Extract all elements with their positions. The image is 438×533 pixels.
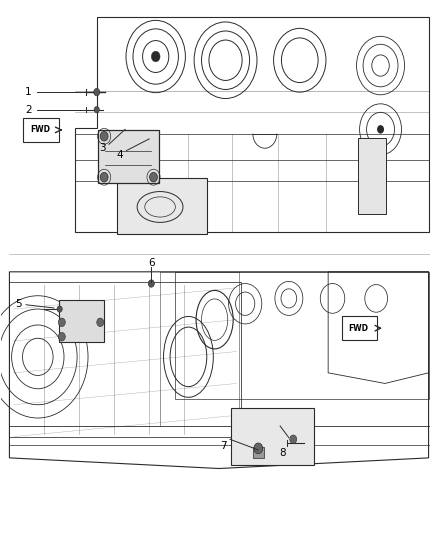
Circle shape (148, 280, 154, 287)
FancyBboxPatch shape (117, 178, 207, 233)
Text: FWD: FWD (348, 324, 368, 333)
Circle shape (94, 88, 100, 96)
Text: FWD: FWD (30, 125, 50, 134)
Circle shape (94, 107, 99, 113)
Text: 5: 5 (15, 298, 21, 309)
Circle shape (100, 172, 108, 182)
Text: 6: 6 (148, 259, 155, 268)
FancyBboxPatch shape (59, 300, 104, 342)
Text: 3: 3 (99, 143, 105, 154)
FancyBboxPatch shape (358, 138, 386, 214)
Circle shape (97, 318, 104, 327)
Circle shape (151, 51, 160, 62)
Text: 2: 2 (25, 104, 32, 115)
Circle shape (100, 132, 108, 141)
Text: 4: 4 (116, 150, 123, 160)
Circle shape (58, 333, 65, 341)
FancyBboxPatch shape (253, 447, 264, 458)
FancyBboxPatch shape (75, 11, 435, 243)
Circle shape (254, 443, 263, 454)
Circle shape (57, 306, 62, 312)
Circle shape (290, 435, 297, 443)
FancyBboxPatch shape (23, 118, 59, 142)
Text: 1: 1 (25, 87, 32, 97)
FancyBboxPatch shape (342, 317, 378, 340)
Circle shape (58, 318, 65, 327)
FancyBboxPatch shape (98, 130, 159, 182)
Circle shape (377, 125, 384, 134)
Circle shape (150, 172, 157, 182)
Text: 8: 8 (279, 448, 286, 457)
Text: 7: 7 (220, 441, 227, 451)
FancyBboxPatch shape (231, 408, 314, 465)
FancyBboxPatch shape (1, 256, 437, 522)
